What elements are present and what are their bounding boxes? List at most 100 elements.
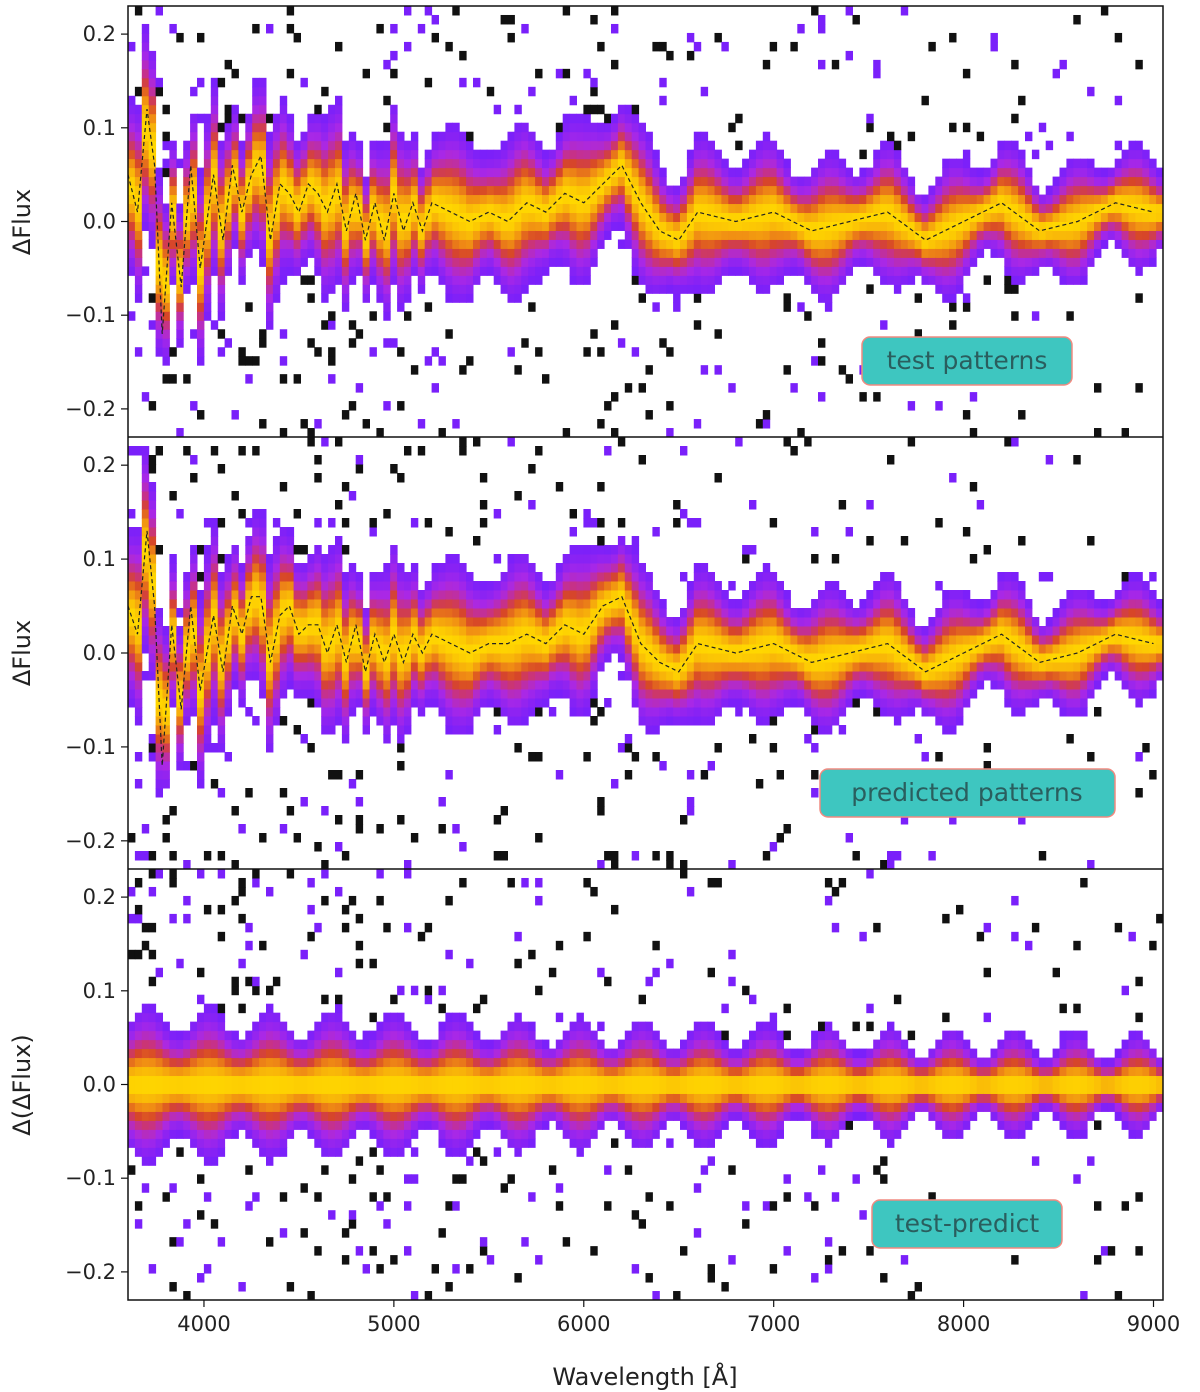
heatmap-cell xyxy=(252,203,260,214)
heatmap-cell xyxy=(452,617,460,627)
heatmap-cell xyxy=(997,590,1005,600)
heatmap-cell xyxy=(535,347,543,357)
heatmap-cell xyxy=(776,194,784,205)
heatmap-cell xyxy=(514,140,522,151)
heatmap-cell xyxy=(307,617,315,627)
heatmap-cell xyxy=(404,194,412,205)
heatmap-cell xyxy=(859,248,867,258)
heatmap-cell xyxy=(1038,212,1047,222)
heatmap-cell xyxy=(176,239,184,249)
heatmap-cell xyxy=(445,554,453,564)
heatmap-cell xyxy=(673,302,681,312)
heatmap-cell xyxy=(700,239,709,249)
heatmap-cell xyxy=(997,203,1005,214)
heatmap-cell xyxy=(141,626,150,636)
heatmap-cell xyxy=(804,275,812,285)
heatmap-cell xyxy=(259,194,267,205)
heatmap-cell xyxy=(845,527,853,537)
heatmap-cell xyxy=(272,284,281,294)
heatmap-cell xyxy=(231,104,239,115)
heatmap-cell xyxy=(369,608,377,618)
heatmap-cell xyxy=(417,194,426,205)
heatmap-cell xyxy=(831,716,840,726)
heatmap-cell xyxy=(949,671,957,681)
heatmap-cell xyxy=(680,446,688,456)
heatmap-cell xyxy=(604,194,612,205)
heatmap-cell xyxy=(176,662,184,672)
heatmap-cell xyxy=(141,572,150,582)
heatmap-cell xyxy=(790,239,798,249)
heatmap-cell xyxy=(686,194,695,205)
heatmap-cell xyxy=(397,149,405,160)
heatmap-cell xyxy=(638,572,646,582)
heatmap-cell xyxy=(328,653,336,663)
heatmap-cell xyxy=(811,257,819,267)
heatmap-cell xyxy=(355,671,364,681)
heatmap-cell xyxy=(459,140,467,151)
heatmap-cell xyxy=(272,176,281,187)
heatmap-cell xyxy=(203,689,212,699)
heatmap-cell xyxy=(811,176,819,187)
heatmap-cell xyxy=(245,248,253,258)
heatmap-cell xyxy=(183,149,191,160)
heatmap-cell xyxy=(590,662,598,672)
heatmap-cell xyxy=(148,176,157,187)
heatmap-cell xyxy=(224,203,232,214)
heatmap-cell xyxy=(217,158,226,169)
heatmap-cell xyxy=(1038,194,1047,205)
heatmap-cell xyxy=(355,590,364,600)
heatmap-cell xyxy=(328,266,336,276)
heatmap-cell xyxy=(217,680,226,690)
heatmap-cell xyxy=(769,176,778,187)
heatmap-cell xyxy=(521,608,529,618)
heatmap-cell xyxy=(162,311,170,321)
heatmap-cell xyxy=(466,248,474,258)
heatmap-cell xyxy=(369,698,377,708)
heatmap-cell xyxy=(755,662,764,672)
heatmap-cell xyxy=(486,86,495,97)
heatmap-cell xyxy=(769,266,778,276)
heatmap-cell xyxy=(507,212,515,222)
heatmap-cell xyxy=(824,689,833,699)
heatmap-cell xyxy=(1094,428,1102,437)
heatmap-cell xyxy=(362,653,370,663)
heatmap-cell xyxy=(521,599,529,609)
heatmap-cell xyxy=(272,149,281,160)
heatmap-cell xyxy=(507,698,515,708)
heatmap-cell xyxy=(666,257,674,267)
heatmap-cell xyxy=(369,158,377,169)
heatmap-cell xyxy=(659,644,667,654)
heatmap-cell xyxy=(272,203,281,214)
heatmap-cell xyxy=(217,302,226,312)
heatmap-cell xyxy=(266,212,274,222)
heatmap-cell xyxy=(900,671,909,681)
heatmap-cell xyxy=(956,185,964,196)
heatmap-cell xyxy=(321,680,329,690)
heatmap-cell xyxy=(997,239,1005,249)
heatmap-cell xyxy=(604,617,612,627)
heatmap-cell xyxy=(410,365,419,375)
heatmap-cell xyxy=(397,284,405,294)
heatmap-cell xyxy=(245,563,253,573)
heatmap-cell xyxy=(286,581,295,591)
heatmap-cell xyxy=(252,572,260,582)
heatmap-cell xyxy=(279,203,288,214)
heatmap-cell xyxy=(638,662,646,672)
heatmap-cell xyxy=(535,833,543,843)
heatmap-cell xyxy=(321,293,329,303)
heatmap-cell xyxy=(128,176,136,187)
heatmap-cell xyxy=(831,59,840,70)
heatmap-cell xyxy=(783,203,791,214)
heatmap-cell xyxy=(562,563,571,573)
heatmap-cell xyxy=(914,734,922,744)
heatmap-cell xyxy=(355,257,364,267)
heatmap-cell xyxy=(128,203,136,214)
heatmap-cell xyxy=(707,617,715,627)
heatmap-cell xyxy=(390,644,398,654)
heatmap-cell xyxy=(686,248,695,258)
heatmap-cell xyxy=(535,248,543,258)
heatmap-cell xyxy=(169,581,177,591)
heatmap-cell xyxy=(521,131,529,142)
heatmap-cell xyxy=(500,149,508,160)
heatmap-cell xyxy=(624,194,633,205)
